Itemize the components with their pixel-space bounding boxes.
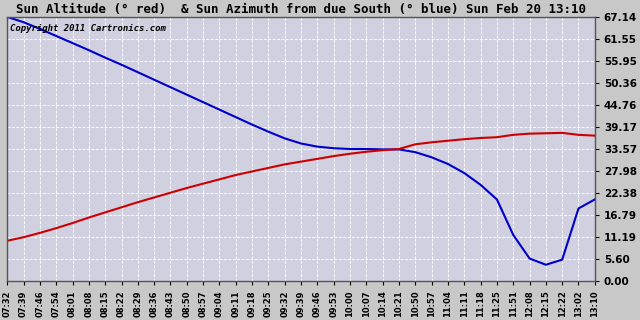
Title: Sun Altitude (° red)  & Sun Azimuth from due South (° blue) Sun Feb 20 13:10: Sun Altitude (° red) & Sun Azimuth from … [16, 3, 586, 16]
Text: Copyright 2011 Cartronics.com: Copyright 2011 Cartronics.com [10, 24, 166, 33]
